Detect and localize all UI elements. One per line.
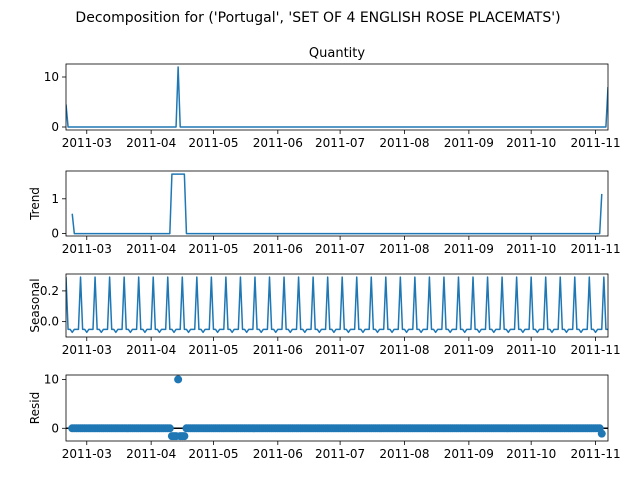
x-tick-label: 2011-10 — [506, 447, 556, 461]
x-tick-label: 2011-03 — [62, 242, 112, 256]
x-tick-label: 2011-08 — [379, 447, 429, 461]
plot-frame — [65, 63, 609, 131]
x-tick-label: 2011-05 — [188, 242, 238, 256]
x-tick-label: 2011-11 — [570, 343, 620, 357]
x-tick-label: 2011-07 — [315, 136, 365, 150]
y-tick-label: 0.2 — [40, 284, 59, 298]
x-tick-label: 2011-04 — [126, 136, 176, 150]
y-tick-label: 0 — [51, 421, 59, 435]
y-tick-label: 10 — [44, 372, 59, 386]
x-tick-label: 2011-10 — [506, 136, 556, 150]
x-tick-label: 2011-03 — [62, 136, 112, 150]
x-tick-label: 2011-10 — [506, 242, 556, 256]
y-tick-label: 0.0 — [40, 315, 59, 329]
series-line — [71, 173, 603, 235]
y-tick-label: 0 — [51, 227, 59, 241]
x-tick-label: 2011-07 — [315, 447, 365, 461]
y-axis-label: Trend — [28, 187, 42, 221]
y-axis-label: Seasonal — [28, 278, 42, 332]
plot-frame — [65, 273, 609, 338]
x-tick-label: 2011-07 — [315, 242, 365, 256]
x-tick-label: 2011-05 — [188, 136, 238, 150]
resid-point — [180, 432, 189, 441]
y-axis-label: Resid — [28, 392, 42, 424]
x-tick-label: 2011-11 — [570, 447, 620, 461]
resid-point — [597, 429, 606, 438]
series-line — [66, 276, 608, 334]
y-tick-label: 0 — [51, 120, 59, 134]
panel-2: Trend 0 1 2011-03 2011-04 2011-05 2011-06 2011-… — [28, 170, 621, 256]
x-tick-label: 2011-09 — [444, 136, 494, 150]
x-tick-label: 2011-11 — [570, 242, 620, 256]
x-tick-label: 2011-08 — [379, 242, 429, 256]
x-tick-label: 2011-11 — [570, 136, 620, 150]
x-tick-label: 2011-06 — [253, 136, 303, 150]
series-line — [66, 66, 608, 128]
x-tick-label: 2011-04 — [126, 343, 176, 357]
panel-4: Resid 0 10 2011-03 2011-04 2011-05 2011-06 2011… — [28, 372, 621, 461]
panel-title: Quantity — [309, 46, 365, 61]
x-tick-label: 2011-05 — [188, 447, 238, 461]
y-tick-label: 1 — [51, 192, 59, 206]
x-tick-label: 2011-10 — [506, 343, 556, 357]
x-tick-label: 2011-04 — [126, 447, 176, 461]
x-tick-label: 2011-09 — [444, 242, 494, 256]
y-tick-label: 10 — [44, 70, 59, 84]
x-tick-label: 2011-08 — [379, 343, 429, 357]
x-tick-label: 2011-09 — [444, 447, 494, 461]
x-tick-label: 2011-06 — [253, 447, 303, 461]
plot-frame — [65, 374, 609, 442]
x-tick-label: 2011-09 — [444, 343, 494, 357]
x-tick-label: 2011-03 — [62, 343, 112, 357]
x-tick-label: 2011-03 — [62, 447, 112, 461]
x-tick-label: 2011-04 — [126, 242, 176, 256]
resid-point — [174, 375, 183, 384]
x-tick-label: 2011-07 — [315, 343, 365, 357]
x-tick-label: 2011-06 — [253, 242, 303, 256]
resid-point — [165, 424, 174, 433]
plot-frame — [65, 170, 609, 237]
x-tick-label: 2011-08 — [379, 136, 429, 150]
x-tick-label: 2011-06 — [253, 343, 303, 357]
figure-title: Decomposition for ('Portugal', 'SET OF 4… — [75, 10, 560, 26]
panel-1: Quantity 0 10 2011-03 2011-04 2011-05 2011-06 2… — [44, 46, 621, 150]
x-tick-label: 2011-05 — [188, 343, 238, 357]
